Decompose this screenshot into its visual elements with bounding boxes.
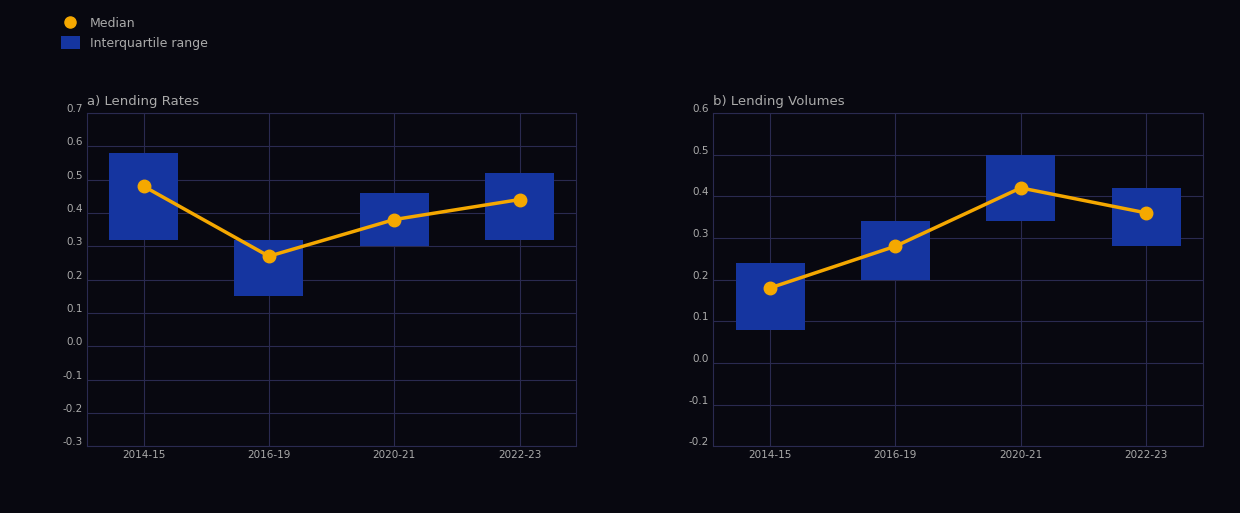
Text: a) Lending Rates: a) Lending Rates [87,94,198,108]
Legend: Median, Interquartile range: Median, Interquartile range [56,11,212,55]
Bar [485,173,554,240]
Text: b) Lending Volumes: b) Lending Volumes [713,94,844,108]
Bar [109,153,179,240]
Bar [234,240,304,297]
Bar [861,221,930,280]
Bar [360,193,429,246]
Bar [1111,188,1180,246]
Bar [986,154,1055,221]
Bar [735,263,805,330]
